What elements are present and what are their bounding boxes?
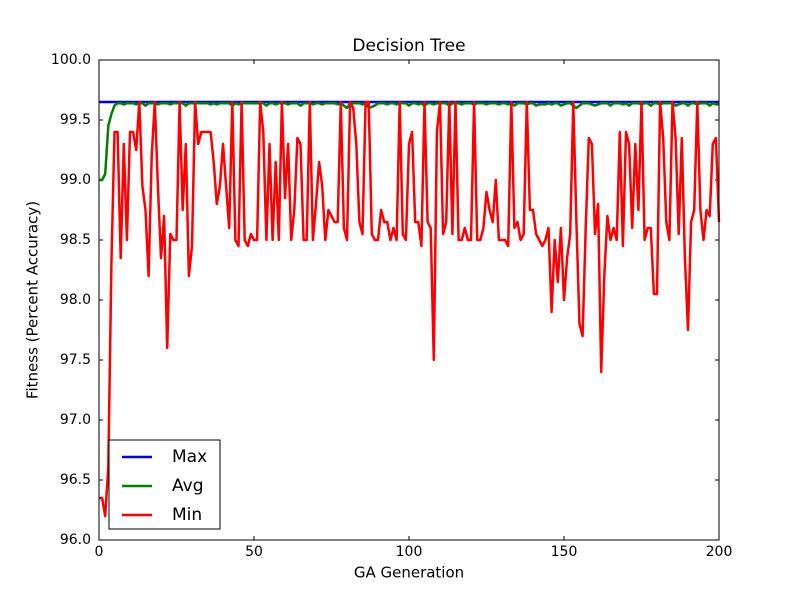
chart-title: Decision Tree	[352, 36, 465, 56]
y-tick-label: 97.5	[60, 352, 91, 368]
legend-label: Avg	[172, 476, 204, 496]
y-tick-label: 97.0	[60, 412, 91, 428]
x-tick-label: 100	[396, 544, 423, 560]
y-tick-label: 99.0	[60, 172, 91, 188]
y-tick-label: 98.0	[60, 292, 91, 308]
x-tick-label: 50	[245, 544, 263, 560]
y-axis-label: Fitness (Percent Accuracy)	[24, 201, 42, 399]
y-tick-label: 96.0	[60, 532, 91, 548]
x-tick-label: 200	[706, 544, 733, 560]
legend-label: Max	[172, 447, 207, 467]
plot-frame	[98, 59, 720, 541]
series-line	[99, 100, 721, 518]
legend-label: Min	[172, 505, 202, 525]
y-tick-label: 96.5	[60, 472, 91, 488]
y-tick-label: 98.5	[60, 232, 91, 248]
x-tick-label: 150	[551, 544, 578, 560]
series-line	[99, 101, 719, 182]
x-tick-label: 0	[95, 544, 104, 560]
y-tick-label: 99.5	[60, 112, 91, 128]
x-axis-label: GA Generation	[354, 564, 464, 582]
y-tick-label: 100.0	[51, 52, 91, 68]
